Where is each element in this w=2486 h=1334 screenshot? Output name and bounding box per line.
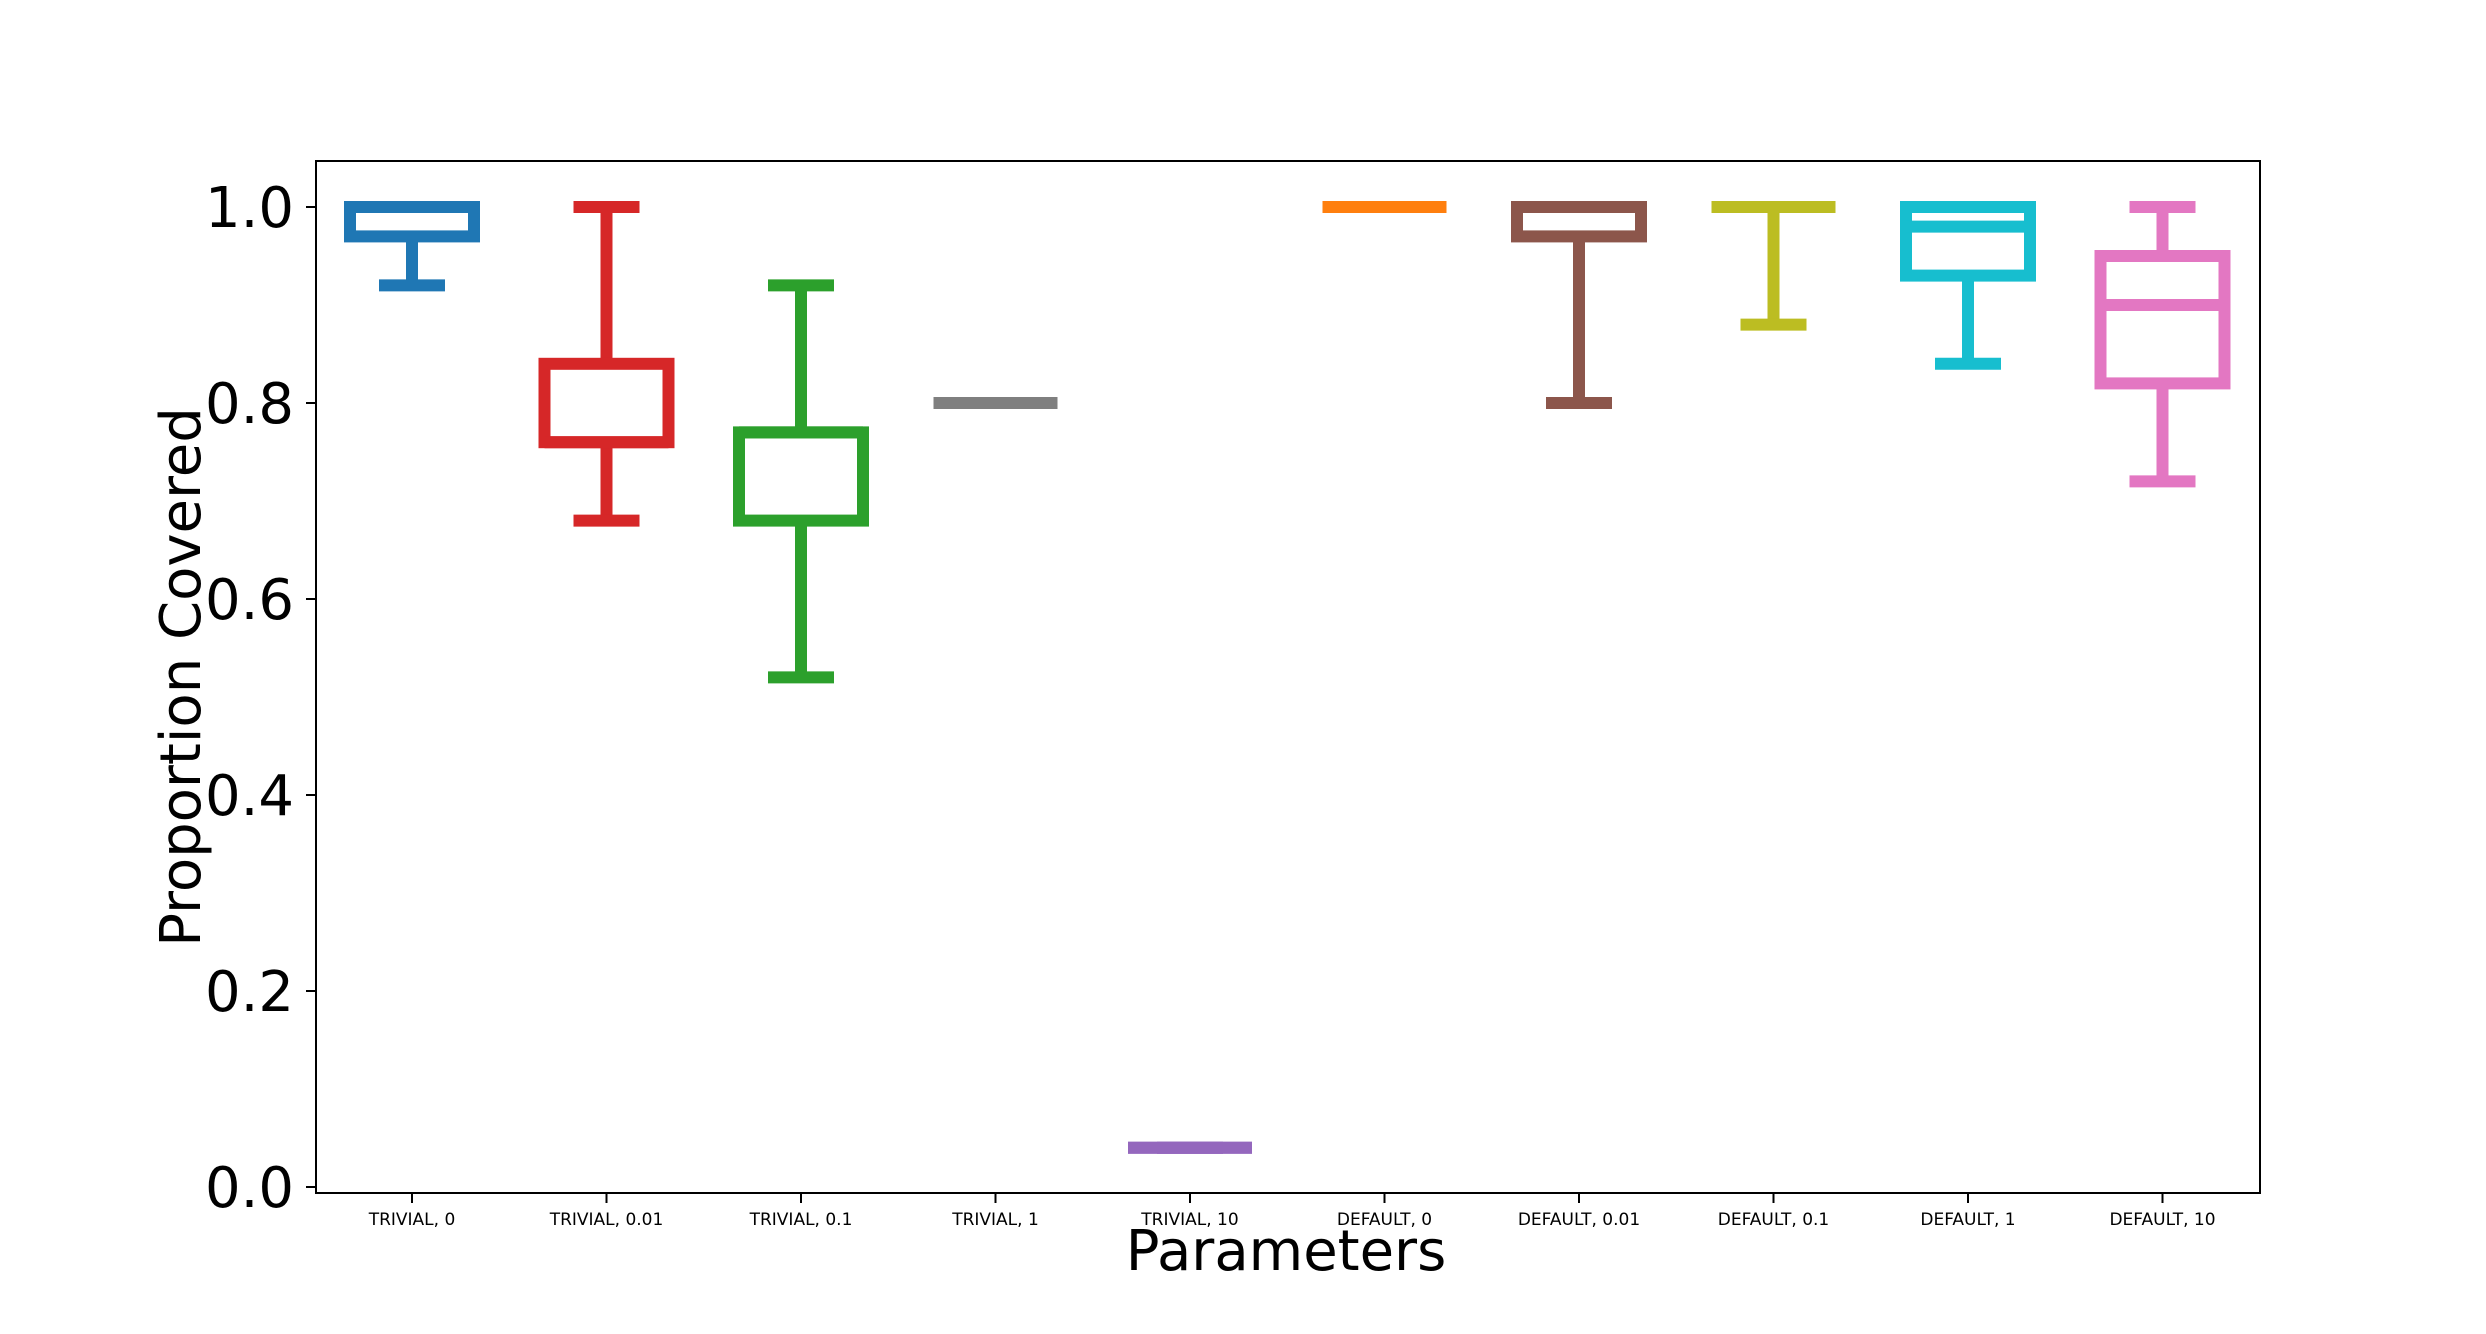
x-tick-label: TRIVIAL, 1 bbox=[951, 1210, 1039, 1230]
y-tick-label: 0.0 bbox=[205, 1156, 294, 1221]
x-axis-title: Parameters bbox=[1126, 1219, 1447, 1284]
box-2 bbox=[538, 201, 675, 527]
x-tick-label: DEFAULT, 0 bbox=[1337, 1210, 1432, 1230]
x-axis: TRIVIAL, 0 TRIVIAL, 0.01 TRIVIAL, 0.1 TRIVI… bbox=[368, 1193, 2216, 1230]
x-tick-label: DEFAULT, 0.01 bbox=[1518, 1210, 1640, 1230]
y-axis-title: Proportion Covered bbox=[149, 407, 214, 947]
iqr-box bbox=[1900, 201, 2036, 282]
box-8 bbox=[1711, 201, 1836, 331]
x-tick-label: TRIVIAL, 10 bbox=[1140, 1210, 1238, 1230]
box-10 bbox=[2094, 201, 2231, 488]
y-axis: 0.0 0.2 0.4 0.6 0.8 1.0 bbox=[205, 176, 316, 1221]
box-1 bbox=[344, 201, 480, 292]
y-tick-label: 0.2 bbox=[205, 960, 294, 1025]
y-tick-label: 0.4 bbox=[205, 764, 294, 829]
x-tick-label: DEFAULT, 10 bbox=[2109, 1210, 2215, 1230]
box-9 bbox=[1900, 201, 2036, 370]
iqr-box bbox=[538, 357, 675, 449]
x-tick-label: TRIVIAL, 0 bbox=[368, 1210, 456, 1230]
x-tick-label: TRIVIAL, 0.01 bbox=[549, 1210, 664, 1230]
box-3 bbox=[733, 279, 869, 684]
plot-area-frame bbox=[315, 160, 2261, 1194]
y-tick-label: 0.8 bbox=[205, 372, 294, 437]
y-tick-label: 0.6 bbox=[205, 568, 294, 633]
x-tick-label: TRIVIAL, 0.1 bbox=[749, 1210, 853, 1230]
x-tick-label: DEFAULT, 0.1 bbox=[1718, 1210, 1829, 1230]
iqr-box bbox=[2094, 250, 2231, 390]
box-7 bbox=[1511, 201, 1647, 409]
iqr-box bbox=[733, 426, 869, 527]
x-tick-label: DEFAULT, 1 bbox=[1920, 1210, 2015, 1230]
y-tick-label: 1.0 bbox=[205, 176, 294, 241]
boxes-layer bbox=[344, 201, 2231, 1154]
